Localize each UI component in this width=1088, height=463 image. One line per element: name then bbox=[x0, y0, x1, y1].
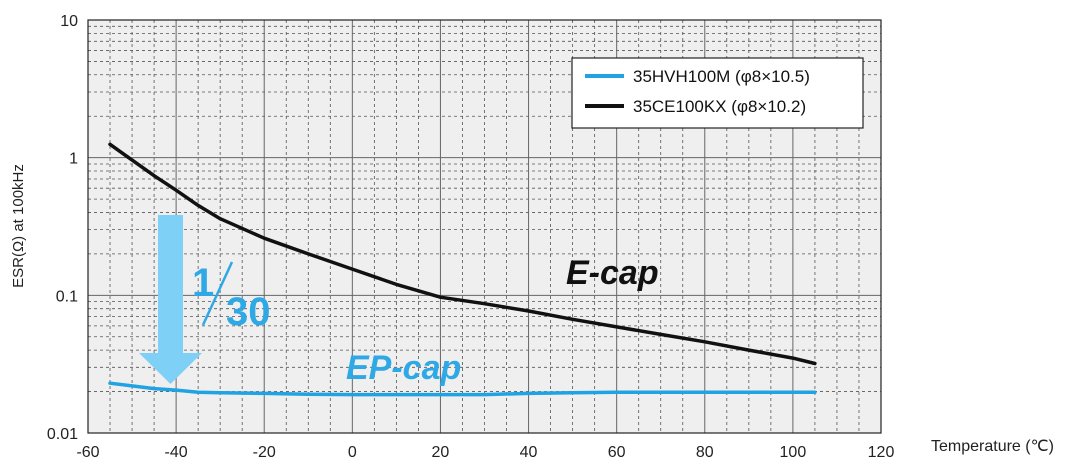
y-axis-label: ESR(Ω) at 100kHz bbox=[10, 164, 27, 288]
epcap-label: EP-cap bbox=[346, 349, 461, 387]
legend-label: 35HVH100M (φ8×10.5) bbox=[633, 67, 810, 86]
ratio-denominator: 30 bbox=[226, 290, 271, 334]
legend: 35HVH100M (φ8×10.5) 35CE100KX (φ8×10.2) bbox=[572, 58, 863, 128]
x-tick-label: 100 bbox=[780, 444, 807, 461]
y-tick-labels: 0.01 0.1 1 10 bbox=[47, 13, 78, 443]
x-tick-label: 80 bbox=[696, 444, 714, 461]
x-axis-label: Temperature (℃) bbox=[931, 438, 1054, 455]
y-tick-label: 10 bbox=[60, 13, 78, 30]
y-tick-label: 1 bbox=[69, 151, 78, 168]
x-tick-label: 120 bbox=[868, 444, 895, 461]
x-tick-label: 0 bbox=[348, 444, 357, 461]
legend-label: 35CE100KX (φ8×10.2) bbox=[633, 97, 806, 116]
x-tick-label: -20 bbox=[253, 444, 276, 461]
x-tick-labels: -60 -40 -20 0 20 40 60 80 100 120 bbox=[76, 444, 894, 461]
ratio-numerator: 1 bbox=[192, 261, 214, 305]
x-tick-label: -60 bbox=[76, 444, 99, 461]
x-tick-label: 40 bbox=[520, 444, 538, 461]
x-tick-label: 60 bbox=[608, 444, 626, 461]
y-tick-label: 0.1 bbox=[56, 288, 78, 305]
arrow-shaft bbox=[158, 215, 183, 353]
x-tick-label: -40 bbox=[165, 444, 188, 461]
y-tick-label: 0.01 bbox=[47, 426, 78, 443]
ecap-label: E-cap bbox=[566, 254, 659, 292]
x-tick-label: 20 bbox=[432, 444, 450, 461]
